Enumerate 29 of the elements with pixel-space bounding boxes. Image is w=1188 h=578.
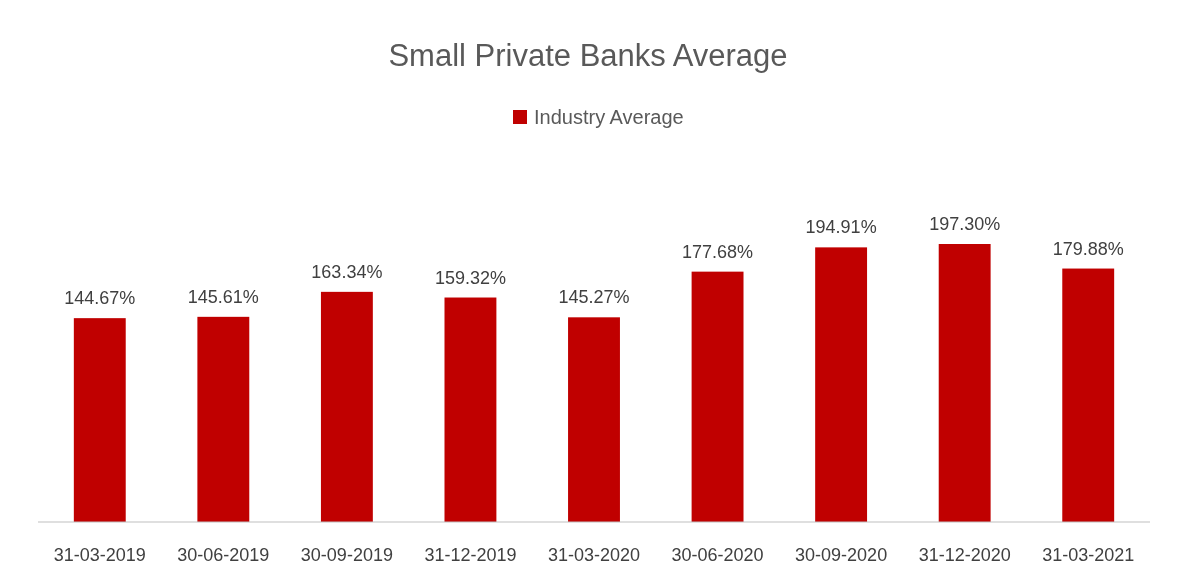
- x-tick-label: 30-09-2020: [795, 545, 888, 565]
- x-tick-label: 30-06-2020: [671, 545, 764, 565]
- data-label: 145.27%: [558, 287, 630, 308]
- bar: [73, 318, 126, 522]
- x-tick-label: 30-09-2019: [300, 545, 393, 565]
- bar: [1062, 268, 1115, 522]
- x-tick-label: 30-06-2019: [177, 545, 270, 565]
- data-label: 179.88%: [1052, 238, 1124, 259]
- x-tick-label: 31-03-2021: [1042, 545, 1135, 565]
- bar: [320, 291, 373, 522]
- bar: [568, 317, 620, 522]
- bar: [444, 297, 497, 522]
- x-tick-label: 31-12-2020: [918, 545, 1011, 565]
- bar: [691, 271, 744, 522]
- legend-label: Industry Average: [534, 106, 684, 128]
- x-tick-label: 31-03-2019: [53, 545, 146, 565]
- data-label: 159.32%: [434, 267, 506, 288]
- bar: [197, 316, 250, 522]
- chart-title: Small Private Banks Average: [388, 38, 788, 73]
- x-tick-label: 31-03-2020: [547, 545, 641, 565]
- data-label: 163.34%: [311, 261, 383, 282]
- bar: [938, 244, 991, 522]
- data-label: 145.61%: [187, 286, 259, 307]
- data-label: 197.30%: [929, 214, 1001, 234]
- data-label: 144.67%: [64, 288, 136, 309]
- data-label: 177.68%: [682, 241, 754, 262]
- bar: [815, 247, 868, 522]
- data-label: 194.91%: [805, 217, 877, 238]
- x-tick-label: 31-12-2019: [424, 545, 517, 565]
